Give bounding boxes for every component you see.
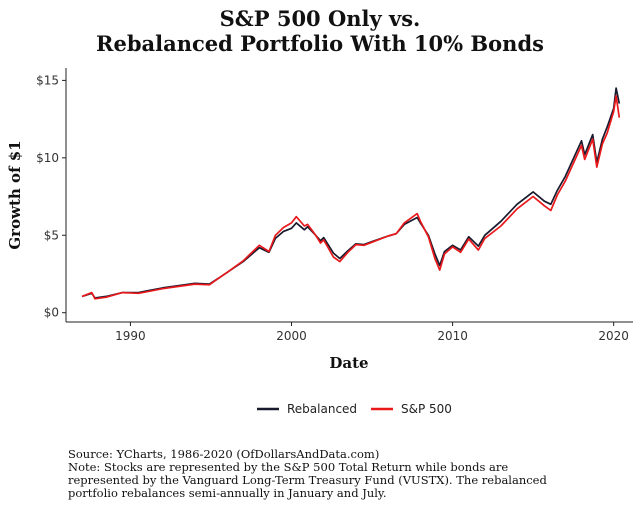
- series-lines: [81, 87, 621, 300]
- x-tick-label: 1990: [115, 329, 146, 343]
- y-tick-label: $15: [36, 73, 59, 87]
- note-line-2: represented by the Vanguard Long-Term Tr…: [68, 473, 547, 487]
- y-tick-label: $0: [44, 306, 59, 320]
- note-line-1: Note: Stocks are represented by the S&P …: [68, 460, 509, 474]
- note-line-3: portfolio rebalances semi-annually in Ja…: [68, 486, 387, 500]
- x-tick-label: 2010: [437, 329, 468, 343]
- series-line-rebalanced: [81, 87, 621, 299]
- source-note: Source: YCharts, 1986-2020 (OfDollarsAnd…: [68, 448, 628, 500]
- plot-area: [65, 68, 633, 323]
- series-line-sp500: [81, 95, 621, 300]
- x-tick-label: 2020: [598, 329, 629, 343]
- chart-title: S&P 500 Only vs. Rebalanced Portfolio Wi…: [0, 6, 640, 56]
- y-tick-label: $10: [36, 151, 59, 165]
- chart-title-line-2: Rebalanced Portfolio With 10% Bonds: [96, 31, 544, 56]
- legend-label-rebalanced: Rebalanced: [287, 402, 357, 416]
- axis-ticks: $0 $5 $10 $15 1990 2000 2010 2020: [36, 73, 629, 343]
- legend: Rebalanced S&P 500: [257, 402, 452, 416]
- x-axis-title: Date: [329, 354, 368, 372]
- source-line-1: Source: YCharts, 1986-2020 (OfDollarsAnd…: [68, 447, 380, 461]
- y-tick-label: $5: [44, 228, 59, 242]
- x-tick-label: 2000: [276, 329, 307, 343]
- chart-title-line-1: S&P 500 Only vs.: [219, 6, 421, 31]
- y-axis-title: Growth of $1: [6, 140, 24, 249]
- legend-label-sp500: S&P 500: [401, 402, 452, 416]
